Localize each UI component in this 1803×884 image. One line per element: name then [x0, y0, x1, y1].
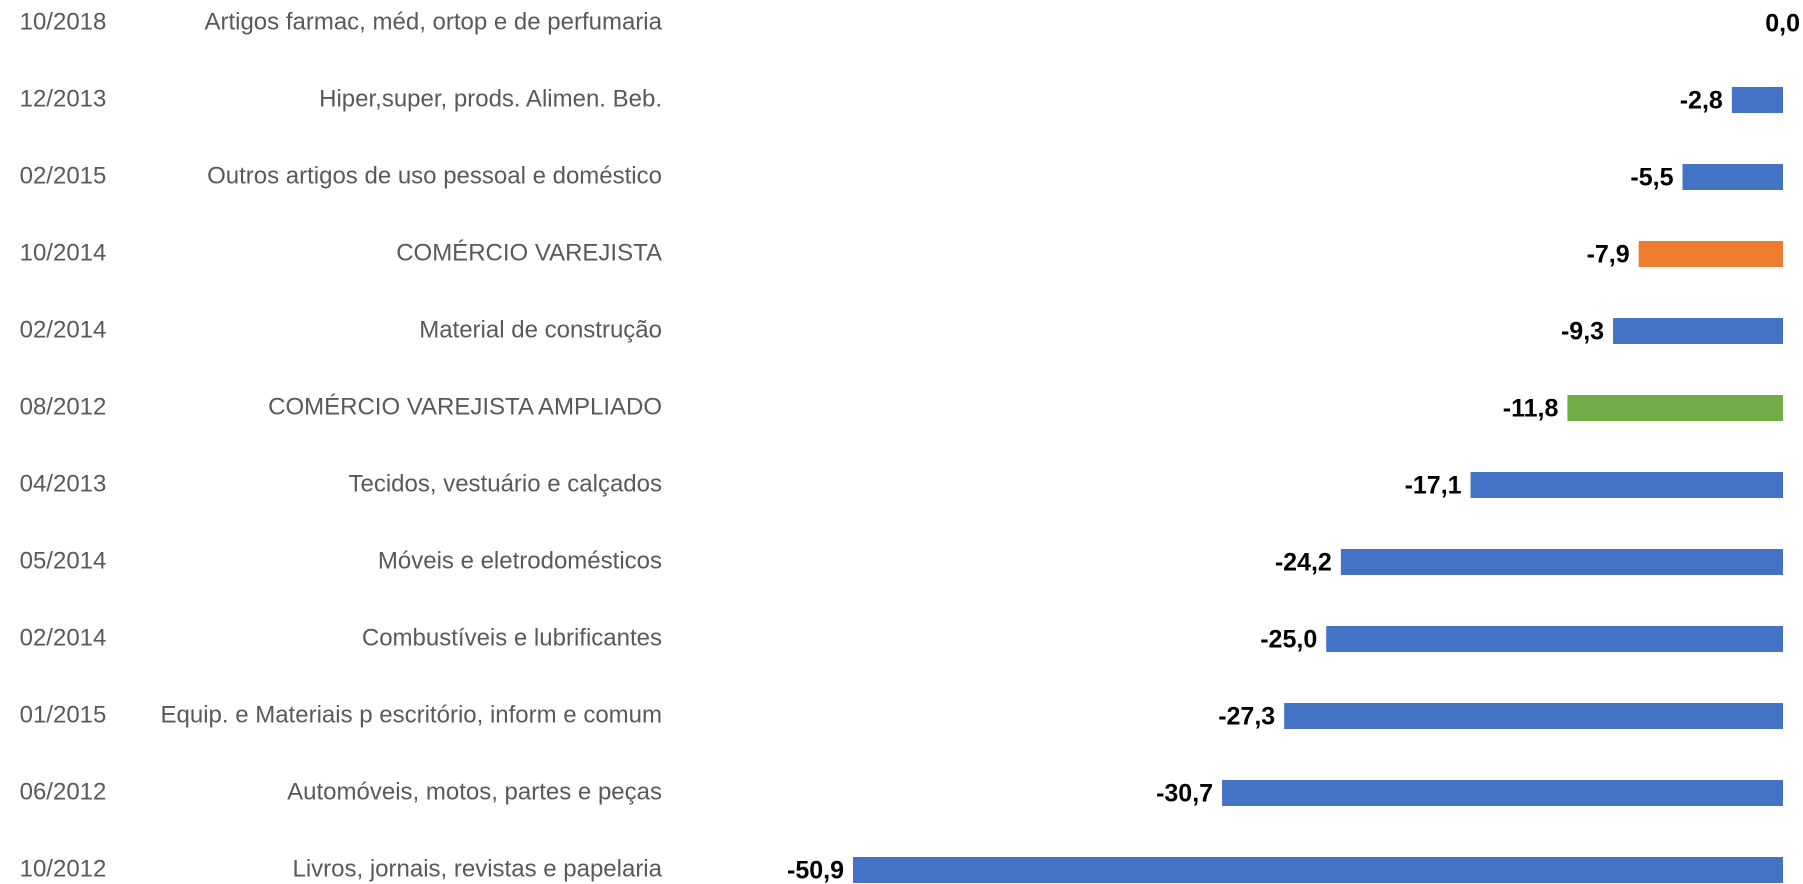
value-label: -5,5 [1630, 164, 1673, 192]
category-label: Artigos farmac, méd, ortop e de perfumar… [204, 8, 662, 35]
date-label: 10/2014 [20, 239, 107, 266]
value-label: -2,8 [1680, 87, 1723, 115]
category-label: Automóveis, motos, partes e peças [287, 778, 662, 805]
value-label: -30,7 [1156, 780, 1213, 808]
value-label: -7,9 [1587, 241, 1630, 269]
date-label: 02/2014 [20, 316, 107, 343]
bar [1613, 318, 1783, 344]
category-label: Material de construção [419, 316, 662, 343]
date-label: 10/2018 [20, 8, 107, 35]
bar [1326, 626, 1783, 652]
value-label: -9,3 [1561, 318, 1604, 346]
value-label: -17,1 [1405, 472, 1462, 500]
category-label: Equip. e Materiais p escritório, inform … [160, 701, 662, 728]
date-label: 06/2012 [20, 778, 107, 805]
bar [1731, 87, 1783, 113]
bar [1470, 472, 1783, 498]
category-label: Livros, jornais, revistas e papelaria [292, 855, 662, 882]
value-label: -50,9 [787, 857, 844, 884]
bar [1222, 780, 1783, 806]
date-label: 05/2014 [20, 547, 107, 574]
date-label: 10/2012 [20, 855, 107, 882]
category-label: Móveis e eletrodomésticos [378, 547, 662, 574]
value-label: -24,2 [1275, 549, 1332, 577]
value-label: -11,8 [1503, 395, 1559, 423]
value-label: -27,3 [1218, 703, 1275, 731]
category-label: COMÉRCIO VAREJISTA [396, 239, 662, 266]
date-label: 08/2012 [20, 393, 107, 420]
bar [1284, 703, 1783, 729]
bar [853, 857, 1783, 883]
category-label: Tecidos, vestuário e calçados [349, 470, 663, 497]
bar [1567, 395, 1783, 421]
date-label: 02/2014 [20, 624, 107, 651]
category-label: Outros artigos de uso pessoal e doméstic… [207, 162, 662, 189]
date-label: 02/2015 [20, 162, 107, 189]
category-label: Combustíveis e lubrificantes [362, 624, 662, 651]
category-label: COMÉRCIO VAREJISTA AMPLIADO [268, 393, 662, 420]
category-label: Hiper,super, prods. Alimen. Beb. [319, 85, 662, 112]
date-label: 04/2013 [20, 470, 107, 497]
bar [1340, 549, 1783, 575]
bar [1682, 164, 1783, 190]
value-label: -25,0 [1260, 626, 1317, 654]
date-label: 01/2015 [20, 701, 107, 728]
value-label: 0,0 [1765, 10, 1800, 38]
bar [1638, 241, 1783, 267]
date-label: 12/2013 [20, 85, 107, 112]
